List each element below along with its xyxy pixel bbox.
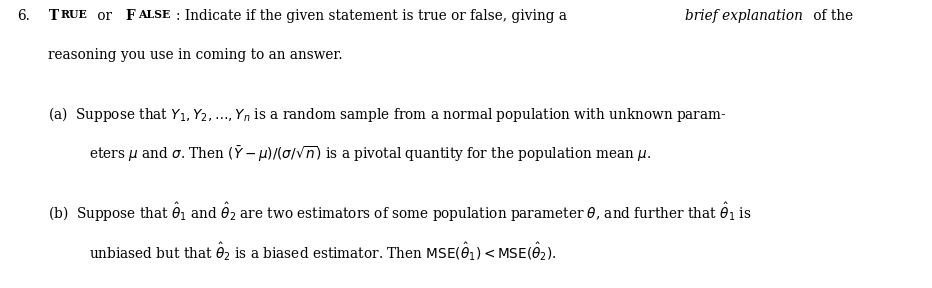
Text: reasoning you use in coming to an answer.: reasoning you use in coming to an answer…	[48, 48, 343, 62]
Text: T: T	[48, 9, 59, 23]
Text: (a)  Suppose that $Y_1, Y_2, \ldots, Y_n$ is a random sample from a normal popul: (a) Suppose that $Y_1, Y_2, \ldots, Y_n$…	[48, 105, 727, 124]
Text: F: F	[126, 9, 135, 23]
Text: eters $\mu$ and $\sigma$. Then $(\bar{Y} - \mu)/(\sigma/\sqrt{n})$ is a pivotal : eters $\mu$ and $\sigma$. Then $(\bar{Y}…	[89, 144, 651, 164]
Text: RUE: RUE	[61, 9, 88, 20]
Text: 6.: 6.	[17, 9, 30, 23]
Text: brief explanation: brief explanation	[685, 9, 803, 23]
Text: ALSE: ALSE	[138, 9, 171, 20]
Text: (b)  Suppose that $\hat{\theta}_1$ and $\hat{\theta}_2$ are two estimators of so: (b) Suppose that $\hat{\theta}_1$ and $\…	[48, 200, 752, 224]
Text: : Indicate if the given statement is true or false, giving a: : Indicate if the given statement is tru…	[176, 9, 571, 23]
Text: unbiased but that $\hat{\theta}_2$ is a biased estimator. Then $\mathrm{MSE}(\ha: unbiased but that $\hat{\theta}_2$ is a …	[89, 240, 556, 263]
Text: or: or	[93, 9, 116, 23]
Text: of the: of the	[809, 9, 853, 23]
